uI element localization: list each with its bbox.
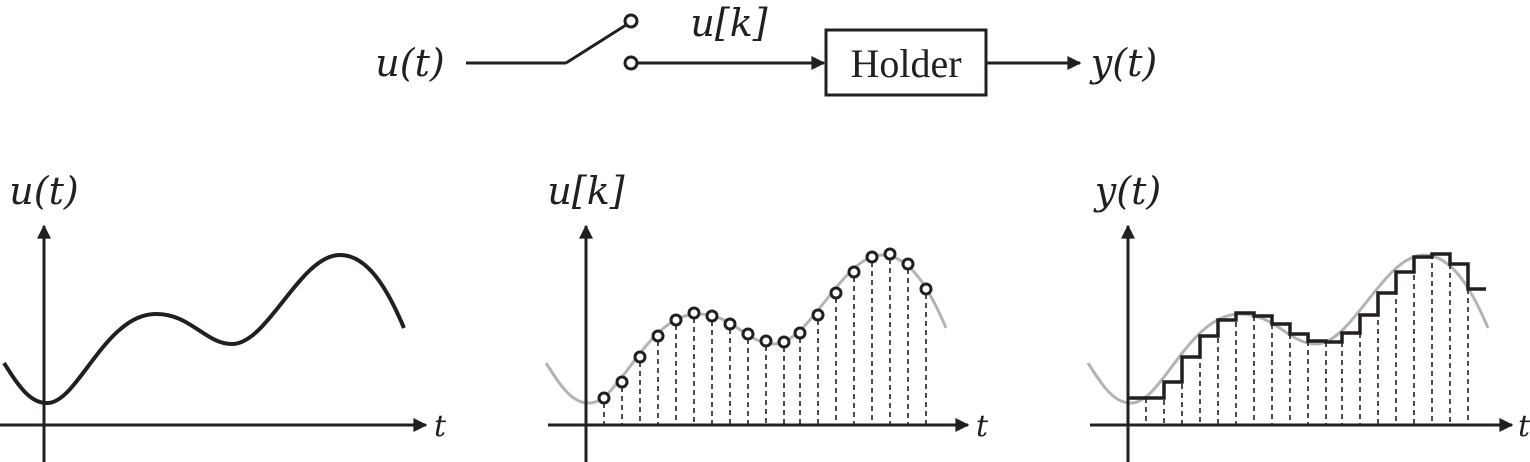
sampler-switch-blade	[565, 23, 627, 65]
sample-marker-17	[901, 257, 915, 271]
sample-marker-2	[633, 350, 647, 364]
plot2-x-label: t	[976, 409, 989, 444]
sample-marker-12	[811, 308, 825, 322]
sample-marker-1	[615, 375, 629, 389]
plot1-signal-curve	[2, 252, 406, 405]
sampled-signal-label: u[k]	[690, 1, 767, 45]
sample-marker-9	[759, 334, 773, 348]
sampler-upper-contact	[623, 13, 639, 29]
sample-marker-14	[847, 265, 861, 279]
sample-marker-0	[597, 391, 611, 405]
sample-marker-6	[705, 309, 719, 323]
sample-marker-16	[883, 247, 897, 261]
plot3-faded-reference-curve	[1086, 253, 1490, 405]
output-signal-label: y(t)	[1089, 41, 1157, 85]
sample-marker-5	[687, 306, 701, 320]
plot3-staircase-output	[1128, 252, 1486, 400]
sample-marker-8	[741, 327, 755, 341]
input-signal-label: u(t)	[375, 41, 444, 85]
block-diagram: u(t) u[k] Holder y(t)	[375, 1, 1157, 97]
sampler-lower-contact	[623, 55, 639, 71]
plot2-sample-markers	[597, 247, 933, 405]
sample-marker-11	[793, 326, 807, 340]
sample-marker-3	[651, 329, 665, 343]
sample-marker-13	[829, 286, 843, 300]
plot-held-output: y(t) t	[1086, 169, 1530, 462]
sample-marker-4	[669, 313, 683, 327]
plot-continuous-input: u(t) t	[0, 169, 447, 462]
plot3-y-label: y(t)	[1093, 169, 1161, 213]
plot1-y-label: u(t)	[9, 169, 78, 213]
plot2-y-label: u[k]	[547, 169, 624, 213]
sample-marker-18	[919, 282, 933, 296]
plot3-sample-dashes	[1145, 254, 1469, 425]
sample-marker-15	[865, 250, 879, 264]
plot2-sample-stems	[603, 259, 927, 425]
plot-sampled-signal: u[k] t	[544, 169, 989, 462]
plot3-x-label: t	[1518, 409, 1530, 444]
sample-marker-10	[777, 335, 791, 349]
plot1-x-label: t	[434, 409, 447, 444]
holder-block-label: Holder	[850, 41, 961, 86]
sample-marker-7	[723, 317, 737, 331]
